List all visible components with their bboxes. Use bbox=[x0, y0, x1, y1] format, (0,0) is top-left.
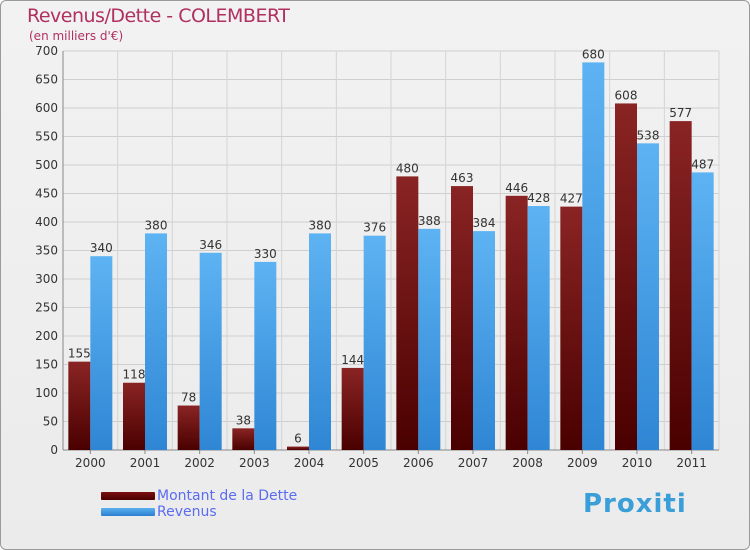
bar-debt bbox=[560, 206, 583, 450]
legend-swatch-debt bbox=[101, 492, 155, 500]
y-tick-label: 700 bbox=[35, 44, 58, 58]
y-tick-label: 350 bbox=[35, 244, 58, 258]
data-label-revenue: 680 bbox=[582, 47, 605, 61]
data-label-debt: 577 bbox=[669, 106, 692, 120]
data-label-debt: 6 bbox=[294, 432, 302, 446]
bar-revenue bbox=[363, 235, 386, 450]
y-tick-label: 450 bbox=[35, 187, 58, 201]
data-label-revenue: 346 bbox=[199, 238, 222, 252]
bar-debt bbox=[615, 103, 637, 450]
bar-debt bbox=[396, 176, 419, 450]
y-tick-label: 500 bbox=[35, 158, 58, 172]
data-label-debt: 427 bbox=[560, 192, 583, 206]
y-tick-label: 300 bbox=[35, 272, 58, 286]
bar-debt bbox=[177, 405, 200, 450]
bar-revenue bbox=[527, 206, 550, 450]
x-tick-label: 2006 bbox=[403, 456, 434, 470]
legend-item-revenue: Revenus bbox=[101, 504, 297, 520]
bar-revenue bbox=[254, 261, 277, 450]
data-label-revenue: 380 bbox=[145, 218, 168, 232]
x-tick-label: 2011 bbox=[676, 456, 707, 470]
bar-debt bbox=[505, 195, 528, 450]
y-tick-label: 200 bbox=[35, 329, 58, 343]
proxiti-logo: Proxiti bbox=[583, 489, 687, 519]
data-label-debt: 463 bbox=[451, 171, 474, 185]
bar-revenue bbox=[145, 233, 167, 450]
bar-debt bbox=[287, 446, 309, 450]
y-tick-label: 650 bbox=[35, 73, 58, 87]
legend-item-debt: Montant de la Dette bbox=[101, 488, 297, 504]
x-tick-label: 2000 bbox=[75, 456, 106, 470]
x-tick-label: 2007 bbox=[458, 456, 489, 470]
x-tick-label: 2009 bbox=[567, 456, 598, 470]
data-label-debt: 155 bbox=[68, 347, 91, 361]
y-tick-label: 50 bbox=[43, 415, 58, 429]
y-tick-label: 250 bbox=[35, 301, 58, 315]
data-label-revenue: 376 bbox=[363, 221, 386, 235]
bar-debt bbox=[669, 121, 692, 451]
data-label-debt: 78 bbox=[181, 391, 196, 405]
bar-debt bbox=[341, 367, 364, 450]
bar-debt bbox=[68, 361, 91, 450]
data-label-debt: 144 bbox=[341, 353, 364, 367]
x-tick-label: 2001 bbox=[130, 456, 161, 470]
bar-revenue bbox=[691, 172, 714, 450]
data-label-revenue: 388 bbox=[418, 214, 441, 228]
bar-debt bbox=[451, 186, 473, 450]
chart-subtitle: (en milliers d'€) bbox=[29, 29, 124, 43]
data-label-revenue: 538 bbox=[637, 128, 660, 142]
y-tick-label: 100 bbox=[35, 386, 58, 400]
x-tick-label: 2003 bbox=[239, 456, 270, 470]
y-tick-label: 150 bbox=[35, 358, 58, 372]
chart-title: Revenus/Dette - COLEMBERT bbox=[27, 5, 290, 27]
legend: Montant de la Dette Revenus bbox=[101, 488, 297, 520]
proxiti-logo-text: Proxiti bbox=[583, 489, 687, 519]
legend-label-revenue: Revenus bbox=[157, 504, 217, 520]
y-tick-label: 400 bbox=[35, 215, 58, 229]
x-tick-label: 2010 bbox=[622, 456, 653, 470]
legend-swatch-revenue bbox=[101, 508, 155, 516]
legend-label-debt: Montant de la Dette bbox=[157, 488, 298, 504]
y-tick-label: 600 bbox=[35, 101, 58, 115]
x-tick-label: 2008 bbox=[512, 456, 543, 470]
bar-debt bbox=[232, 428, 255, 450]
bar-revenue bbox=[637, 143, 659, 450]
data-label-debt: 480 bbox=[396, 161, 419, 175]
data-label-revenue: 487 bbox=[691, 157, 714, 171]
bar-revenue bbox=[582, 62, 605, 451]
x-tick-label: 2005 bbox=[348, 456, 379, 470]
x-tick-label: 2004 bbox=[294, 456, 325, 470]
bar-revenue bbox=[90, 256, 113, 450]
y-tick-label: 550 bbox=[35, 130, 58, 144]
data-label-debt: 446 bbox=[505, 181, 528, 195]
bar-revenue bbox=[199, 252, 222, 450]
data-label-debt: 608 bbox=[615, 88, 638, 102]
bar-revenue bbox=[473, 231, 495, 450]
bar-revenue bbox=[309, 233, 331, 450]
data-label-revenue: 340 bbox=[90, 241, 113, 255]
bar-revenue bbox=[418, 228, 441, 450]
data-label-revenue: 380 bbox=[309, 218, 332, 232]
data-label-revenue: 330 bbox=[254, 247, 277, 261]
data-label-debt: 118 bbox=[123, 368, 146, 382]
data-label-revenue: 428 bbox=[527, 191, 550, 205]
x-tick-label: 2002 bbox=[184, 456, 215, 470]
bar-debt bbox=[123, 382, 145, 450]
data-label-revenue: 384 bbox=[473, 216, 496, 230]
data-label-debt: 38 bbox=[236, 413, 251, 427]
y-tick-label: 0 bbox=[50, 443, 58, 457]
